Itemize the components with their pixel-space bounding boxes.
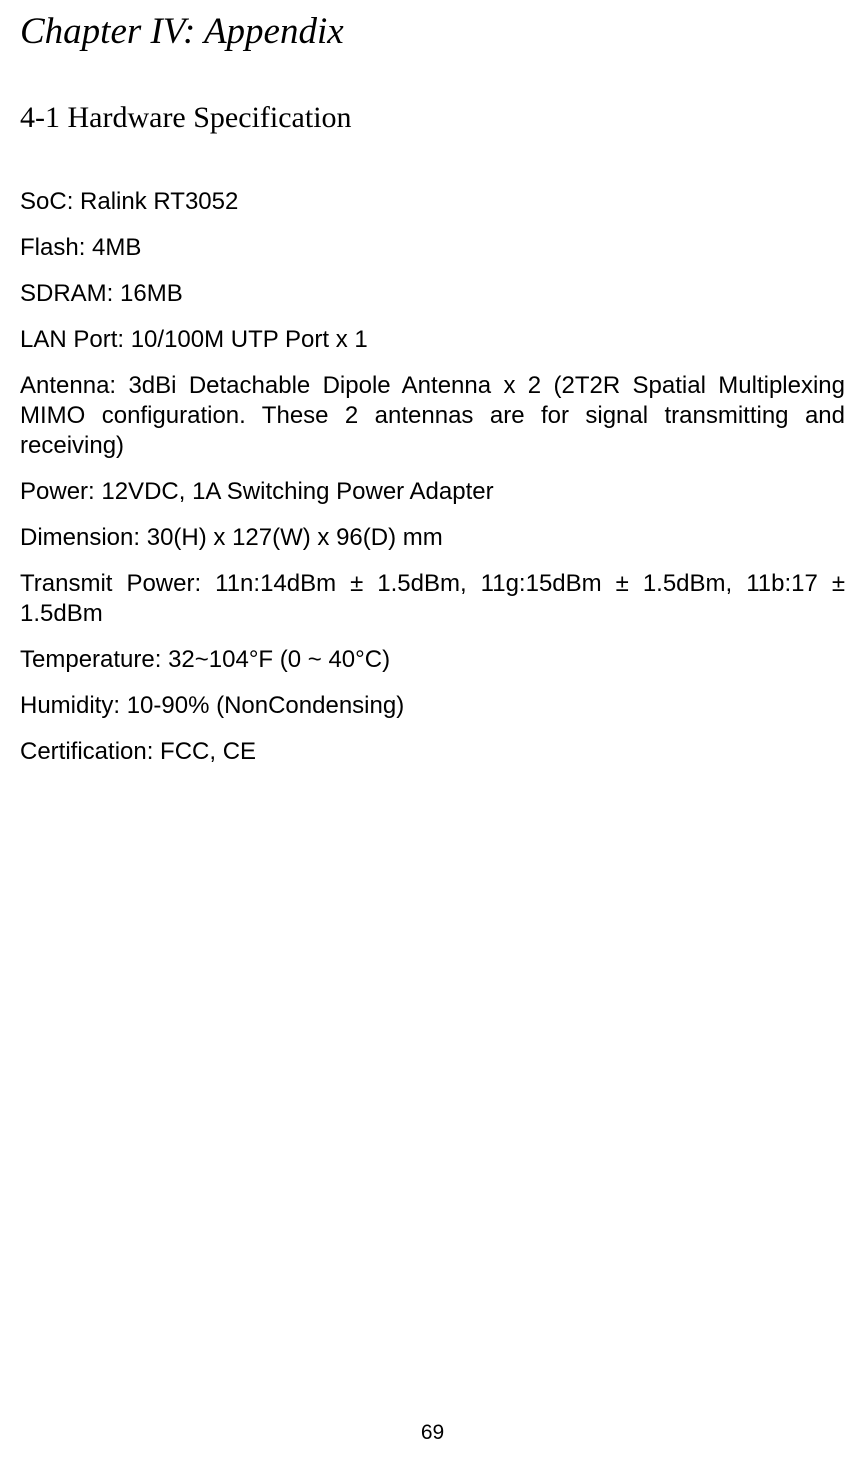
spec-transmit-power: Transmit Power: 11n:14dBm ± 1.5dBm, 11g:… <box>20 569 845 629</box>
spec-dimension: Dimension: 30(H) x 127(W) x 96(D) mm <box>20 523 845 553</box>
section-title: 4-1 Hardware Specification <box>20 101 845 135</box>
chapter-title: Chapter IV: Appendix <box>20 10 845 53</box>
spec-sdram: SDRAM: 16MB <box>20 279 845 309</box>
spec-antenna: Antenna: 3dBi Detachable Dipole Antenna … <box>20 371 845 461</box>
page-number: 69 <box>0 1421 865 1445</box>
spec-certification: Certification: FCC, CE <box>20 737 845 767</box>
spec-lan-port: LAN Port: 10/100M UTP Port x 1 <box>20 325 845 355</box>
spec-soc: SoC: Ralink RT3052 <box>20 187 845 217</box>
spec-temperature: Temperature: 32~104°F (0 ~ 40°C) <box>20 645 845 675</box>
spec-humidity: Humidity: 10-90% (NonCondensing) <box>20 691 845 721</box>
spec-power: Power: 12VDC, 1A Switching Power Adapter <box>20 477 845 507</box>
spec-flash: Flash: 4MB <box>20 233 845 263</box>
